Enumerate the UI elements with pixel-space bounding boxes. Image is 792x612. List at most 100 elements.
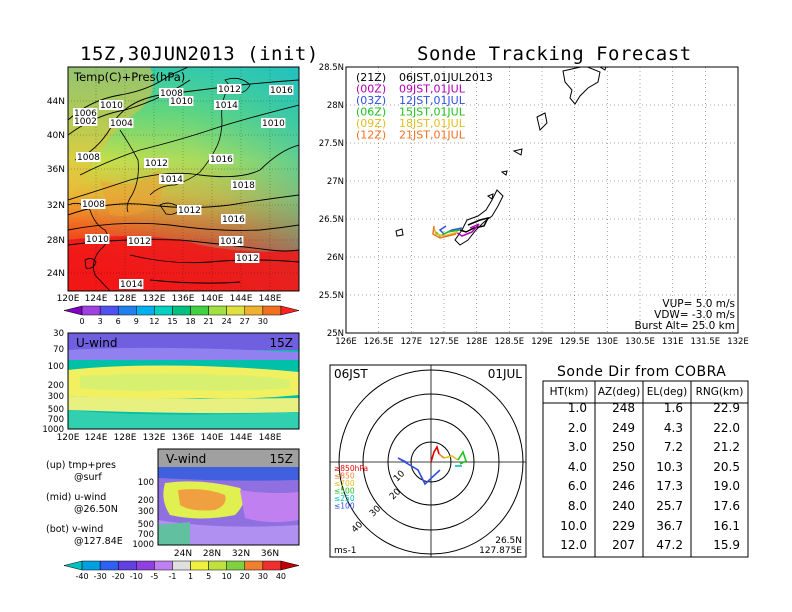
- map-lon-132E: 132E: [143, 294, 166, 304]
- uwind-lon-148E: 148E: [259, 433, 282, 443]
- legend-code: (21Z): [356, 71, 386, 84]
- note-mid-title: (mid) u-wind: [46, 492, 106, 503]
- param-burst: Burst Alt= 25.0 km: [635, 320, 735, 332]
- wind-colorbar-tick: -20: [112, 572, 125, 581]
- isobar-label: 1012: [128, 237, 151, 247]
- isobar-label: 1006: [74, 109, 97, 119]
- isobar-label: 1008: [82, 200, 105, 210]
- table-cell: 10.0: [560, 518, 587, 533]
- table-cell: 6.0: [567, 479, 587, 494]
- table-cell: 16.1: [713, 518, 740, 533]
- isobar-label-bg: [73, 108, 98, 118]
- wind-colorbar-swatch: [280, 560, 300, 571]
- temp-colorbar-tick: 24: [222, 317, 232, 326]
- table-cell: 4.0: [567, 459, 587, 474]
- vwind-field: [158, 449, 299, 545]
- legend-text: 15JST,01JUL: [399, 106, 466, 119]
- vwind-lat-28N: 28N: [203, 549, 221, 559]
- map-lon-140E: 140E: [201, 294, 224, 304]
- track-lon-label: 126E: [335, 337, 357, 347]
- polar-legend-item: ≥850hPa: [334, 464, 368, 473]
- isobar-label-bg: [209, 154, 234, 164]
- wind-colorbar-tick: 10: [222, 572, 232, 581]
- temp-colorbar-swatch: [280, 305, 300, 316]
- table-cell: 25.7: [656, 499, 683, 513]
- temp-colorbar-tick: 30: [258, 317, 268, 326]
- isobar-label-bg: [219, 236, 244, 246]
- legend-code: (06Z): [356, 106, 386, 119]
- isobar-label-bg: [217, 84, 242, 94]
- legend-text: 12JST,01JUL: [399, 94, 466, 107]
- note-bot-title: (bot) v-wind: [46, 524, 103, 535]
- isobar-label-bg: [169, 96, 194, 106]
- polar-date: 01JUL: [488, 367, 523, 381]
- isobar-label: 1014: [160, 175, 183, 185]
- track-lon-label: 130E: [597, 337, 619, 347]
- table-cell: 22.9: [713, 401, 740, 415]
- track-00z: [455, 223, 480, 237]
- table-header-ht: HT(km): [549, 386, 589, 398]
- map-lon-120E: 120E: [57, 294, 80, 304]
- island-okinawa: [454, 189, 504, 246]
- table-frame: [542, 380, 749, 558]
- isobar-label-bg: [76, 152, 101, 162]
- track-09z: [433, 227, 459, 237]
- track-lat-label: 28.5N: [319, 63, 344, 73]
- temp-colorbar-tick: 27: [240, 317, 250, 326]
- map-lon-144E: 144E: [230, 294, 253, 304]
- isobar-label-bg: [85, 234, 110, 244]
- isobar-label-bg: [221, 214, 246, 224]
- param-vup: VUP= 5.0 m/s: [662, 298, 735, 310]
- isobar-label-bg: [73, 116, 98, 126]
- uwind-lon-120E: 120E: [57, 433, 80, 443]
- isobar-label-bg: [261, 118, 286, 128]
- uwind-lon-140E: 140E: [201, 433, 224, 443]
- table-cell: 36.7: [656, 518, 683, 533]
- isobar-label: 1012: [178, 206, 201, 216]
- isobar-label: 1010: [170, 97, 193, 107]
- uwind-p-500: 500: [48, 405, 64, 415]
- isobar-label: 1012: [236, 254, 259, 264]
- table-cell: 22.0: [713, 420, 740, 435]
- table-cell: 21.2: [713, 440, 740, 455]
- table-cell: 12.0: [560, 538, 587, 553]
- table-cell: 47.2: [656, 538, 683, 553]
- track-lat-label: 25.5N: [319, 291, 344, 301]
- track-lon-label: 128E: [466, 337, 488, 347]
- note-mid-sub: @26.50N: [74, 504, 118, 515]
- track-lat-label: 27N: [327, 177, 344, 187]
- polar-lon: 127.875E: [479, 546, 522, 556]
- table-cell: 207: [612, 538, 635, 553]
- wind-colorbar-tick: 40: [276, 572, 286, 581]
- table-cell: 2.0: [567, 420, 587, 435]
- polar-legend-item: ≤850: [334, 472, 355, 481]
- map-lon-128E: 128E: [114, 294, 137, 304]
- island-yoron: [500, 170, 508, 176]
- table-cell: 240: [612, 499, 635, 513]
- map-lat-40N: 40N: [47, 131, 65, 141]
- island-iheya: [486, 193, 494, 200]
- wind-colorbar-tick: -30: [94, 572, 107, 581]
- map-lon-148E: 148E: [259, 294, 282, 304]
- isobar-label-bg: [127, 236, 152, 246]
- track-lat-label: 26N: [327, 253, 344, 263]
- table-header-rng: RNG(km): [695, 386, 744, 398]
- wind-colorbar: [63, 560, 300, 571]
- legend-text: 21JST,01JUL: [399, 129, 466, 142]
- legend-code: (09Z): [356, 117, 386, 130]
- tracking-title: Sonde Tracking Forecast: [417, 43, 692, 65]
- uwind-lon-124E: 124E: [85, 433, 108, 443]
- table-cell: 4.3: [663, 420, 683, 435]
- track-lon-label: 132E: [727, 337, 749, 347]
- table-header-az: AZ(deg): [597, 386, 641, 398]
- wind-colorbar-tick: 20: [240, 572, 250, 581]
- map-lat-24N: 24N: [47, 269, 65, 279]
- isobar-label: 1014: [215, 101, 238, 111]
- isobar-label-bg: [81, 199, 106, 209]
- temp-colorbar-tick: 6: [116, 317, 121, 326]
- wind-colorbar-tick: 30: [258, 572, 268, 581]
- isobar-label: 1016: [222, 215, 245, 225]
- vwind-label: V-wind: [166, 452, 206, 466]
